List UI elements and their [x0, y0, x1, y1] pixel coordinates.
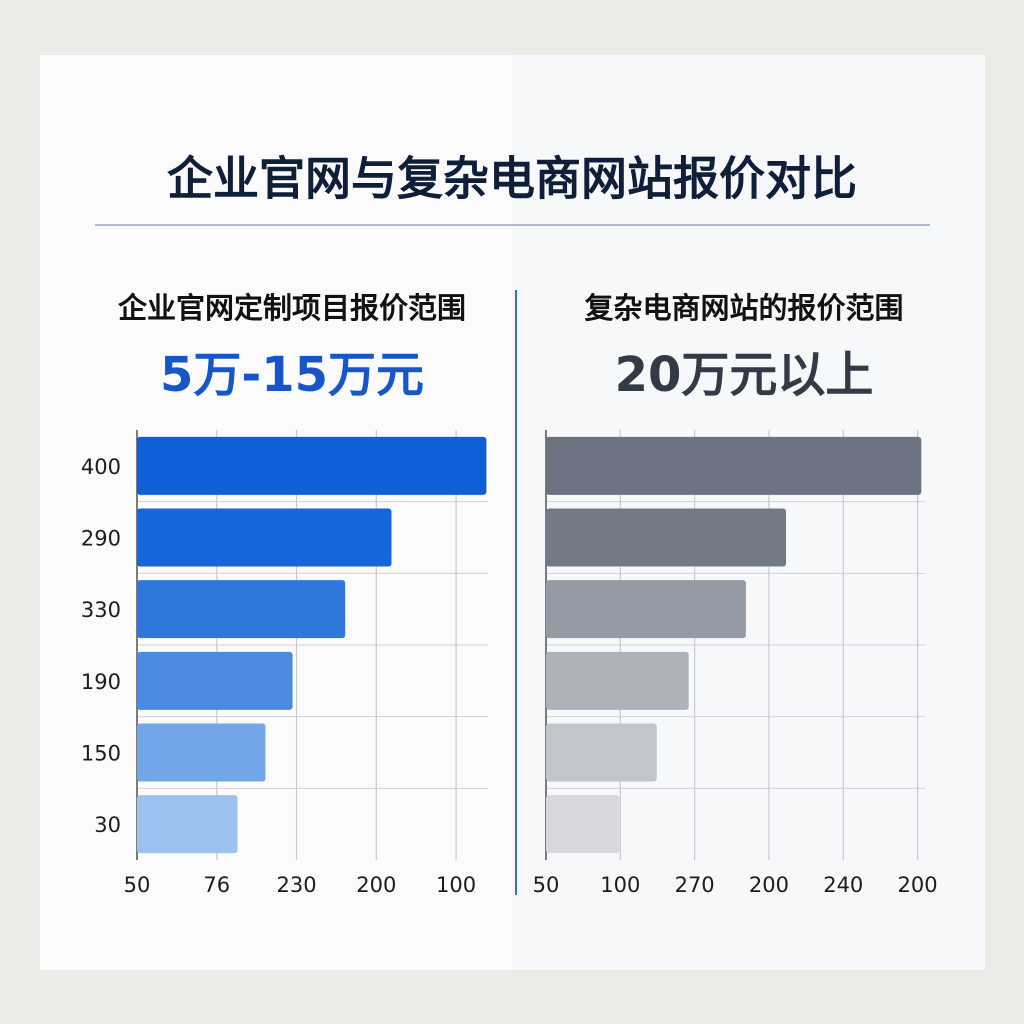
- x-tick-label: 230: [276, 873, 316, 897]
- bar: [546, 580, 746, 639]
- x-tick-label: 100: [436, 873, 476, 897]
- chart-subtitle: 复杂电商网站的报价范围: [584, 291, 903, 325]
- bar: [546, 436, 922, 495]
- page-title: 企业官网与复杂电商网站报价对比: [167, 152, 857, 206]
- bar: [546, 651, 689, 710]
- bar: [546, 723, 657, 782]
- x-tick-label: 200: [749, 873, 789, 897]
- x-tick-label: 200: [356, 873, 396, 897]
- bar: [137, 795, 238, 854]
- y-tick-label: 290: [81, 527, 121, 551]
- bar: [546, 508, 787, 567]
- y-tick-label: 400: [81, 455, 121, 479]
- y-tick-label: 190: [81, 670, 121, 694]
- bar: [137, 436, 487, 495]
- x-tick-label: 50: [533, 873, 560, 897]
- chart-headline: 5万-15万元: [160, 347, 424, 403]
- chart-subtitle: 企业官网定制项目报价范围: [118, 291, 466, 325]
- x-tick-label: 200: [898, 873, 938, 897]
- x-tick-label: 76: [203, 873, 230, 897]
- bar: [137, 723, 266, 782]
- x-tick-label: 50: [124, 873, 151, 897]
- bar: [137, 651, 293, 710]
- bar: [137, 508, 392, 567]
- y-tick-label: 330: [81, 598, 121, 622]
- bar: [546, 795, 620, 854]
- x-tick-label: 240: [823, 873, 863, 897]
- y-tick-label: 30: [94, 813, 121, 837]
- chart-headline: 20万元以上: [615, 347, 874, 403]
- x-tick-label: 270: [675, 873, 715, 897]
- x-tick-label: 100: [600, 873, 640, 897]
- y-tick-label: 150: [81, 742, 121, 766]
- bar: [137, 580, 346, 639]
